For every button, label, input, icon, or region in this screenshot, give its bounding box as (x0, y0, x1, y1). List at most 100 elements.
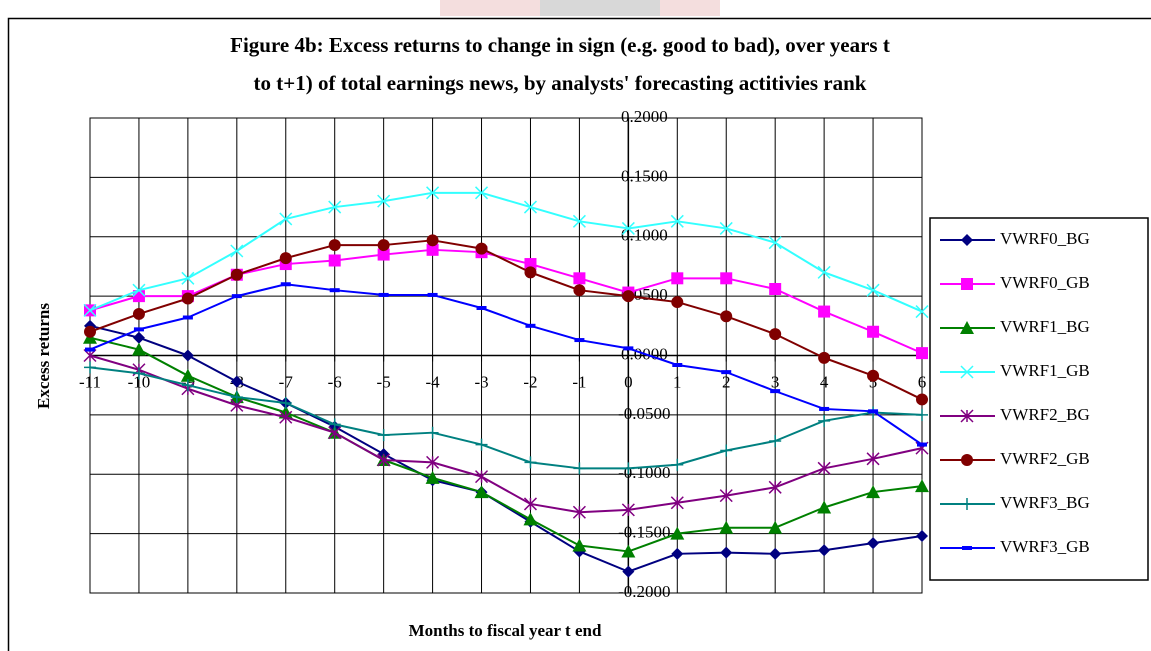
marker (182, 315, 193, 320)
marker (133, 327, 144, 332)
marker (817, 265, 831, 279)
marker (670, 214, 684, 228)
marker (181, 271, 195, 285)
marker (819, 406, 830, 411)
x-tick-label: -2 (523, 372, 537, 391)
series-line (89, 324, 923, 573)
marker (671, 547, 684, 560)
marker (671, 296, 684, 309)
marker (916, 408, 928, 421)
marker (867, 325, 880, 338)
marker (960, 321, 974, 334)
marker (770, 389, 781, 394)
marker (961, 498, 973, 510)
marker (621, 503, 635, 517)
marker (132, 283, 146, 297)
marker (328, 418, 341, 431)
marker (524, 258, 537, 271)
marker (573, 284, 586, 297)
y-tick-label: 0.1000 (621, 226, 668, 245)
legend-label: VWRF0_GB (1000, 273, 1090, 292)
marker (426, 426, 439, 439)
marker (962, 546, 972, 550)
legend-label: VWRF3_GB (1000, 537, 1090, 556)
marker (720, 272, 733, 285)
x-tick-label: -5 (377, 372, 391, 391)
marker (622, 290, 635, 303)
marker (231, 294, 242, 299)
legend-label: VWRF1_GB (1000, 361, 1090, 380)
marker (328, 254, 341, 267)
legend-label: VWRF0_BG (1000, 229, 1090, 248)
marker (132, 367, 145, 380)
marker (525, 323, 536, 328)
marker (769, 328, 782, 341)
marker (622, 565, 635, 578)
marker (769, 547, 782, 560)
marker (720, 444, 733, 457)
x-tick-label: -1 (572, 372, 586, 391)
marker (377, 248, 390, 261)
marker (573, 272, 586, 285)
marker (572, 505, 586, 519)
marker (818, 351, 831, 364)
marker (572, 214, 586, 228)
marker (476, 306, 487, 310)
marker (279, 410, 293, 424)
marker (670, 526, 685, 540)
marker (181, 379, 194, 392)
y-tick-label: 0.1500 (621, 166, 668, 185)
marker (960, 365, 974, 379)
marker (867, 369, 880, 382)
x-axis-label: Months to fiscal year t end (409, 621, 602, 640)
header-band (540, 0, 660, 16)
x-tick-label: -3 (474, 372, 488, 391)
marker (84, 325, 96, 338)
marker (328, 200, 342, 214)
marker (524, 456, 537, 469)
marker (719, 221, 733, 235)
marker (425, 470, 440, 484)
marker (377, 239, 390, 252)
marker (622, 462, 635, 475)
marker (720, 310, 733, 323)
y-axis-label: Excess returns (34, 303, 53, 409)
marker (573, 462, 586, 475)
marker (719, 520, 734, 534)
marker (523, 200, 538, 214)
marker (132, 307, 145, 320)
x-tick-label: -6 (328, 372, 342, 391)
x-tick-label: 2 (722, 372, 731, 391)
marker (961, 234, 973, 246)
marker (916, 530, 928, 542)
marker (621, 544, 636, 558)
y-tick-label: -0.2000 (618, 582, 670, 601)
marker (719, 489, 733, 503)
series-line (89, 239, 923, 401)
marker (329, 288, 340, 293)
marker (915, 305, 929, 319)
marker (377, 429, 390, 442)
marker (916, 393, 928, 406)
series-line (89, 191, 923, 313)
marker (131, 342, 146, 356)
marker (84, 361, 96, 374)
marker (574, 338, 585, 343)
y-tick-label: -0.0500 (618, 404, 670, 423)
marker (377, 194, 391, 208)
marker (475, 438, 488, 451)
chart-title: to t+1) of total earnings news, by analy… (254, 71, 867, 95)
marker (524, 266, 537, 279)
marker (426, 243, 439, 256)
marker (230, 391, 243, 404)
marker (961, 454, 973, 466)
marker (866, 452, 880, 466)
marker (279, 252, 292, 265)
marker (572, 538, 587, 552)
marker (671, 272, 684, 285)
series-line (89, 354, 923, 514)
marker (523, 497, 538, 511)
marker (817, 500, 832, 514)
marker (83, 303, 97, 317)
